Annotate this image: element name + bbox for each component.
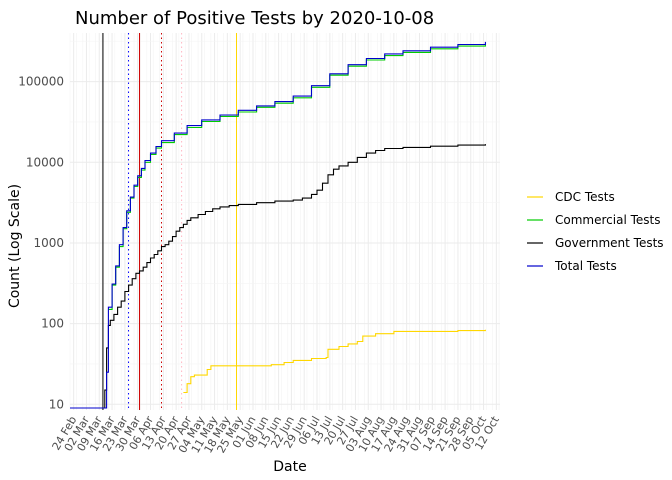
y-axis-title: Count (Log Scale) — [7, 184, 23, 308]
legend-label: Total Tests — [554, 259, 617, 273]
y-tick-label: 1000 — [33, 236, 64, 250]
x-axis-title: Date — [273, 459, 306, 475]
series-lines — [70, 41, 486, 409]
legend-label: Government Tests — [555, 236, 664, 250]
y-axis-ticks: 10 100 1000 10000 100000 — [18, 75, 64, 412]
y-tick-label: 100 — [41, 317, 64, 331]
y-tick-label: 10000 — [26, 155, 64, 169]
legend-label: Commercial Tests — [555, 213, 660, 227]
y-tick-label: 100000 — [18, 75, 64, 89]
legend-label: CDC Tests — [555, 190, 615, 204]
legend: CDC Tests Commercial Tests Government Test… — [527, 190, 664, 273]
chart-title: Number of Positive Tests by 2020-10-08 — [75, 8, 434, 29]
reference-lines — [102, 33, 238, 410]
y-tick-label: 10 — [49, 397, 64, 411]
series-line-total-tests — [70, 41, 486, 409]
series-line-government-tests — [70, 144, 486, 409]
series-line-cdc-tests — [183, 329, 486, 394]
gridlines — [69, 33, 500, 410]
